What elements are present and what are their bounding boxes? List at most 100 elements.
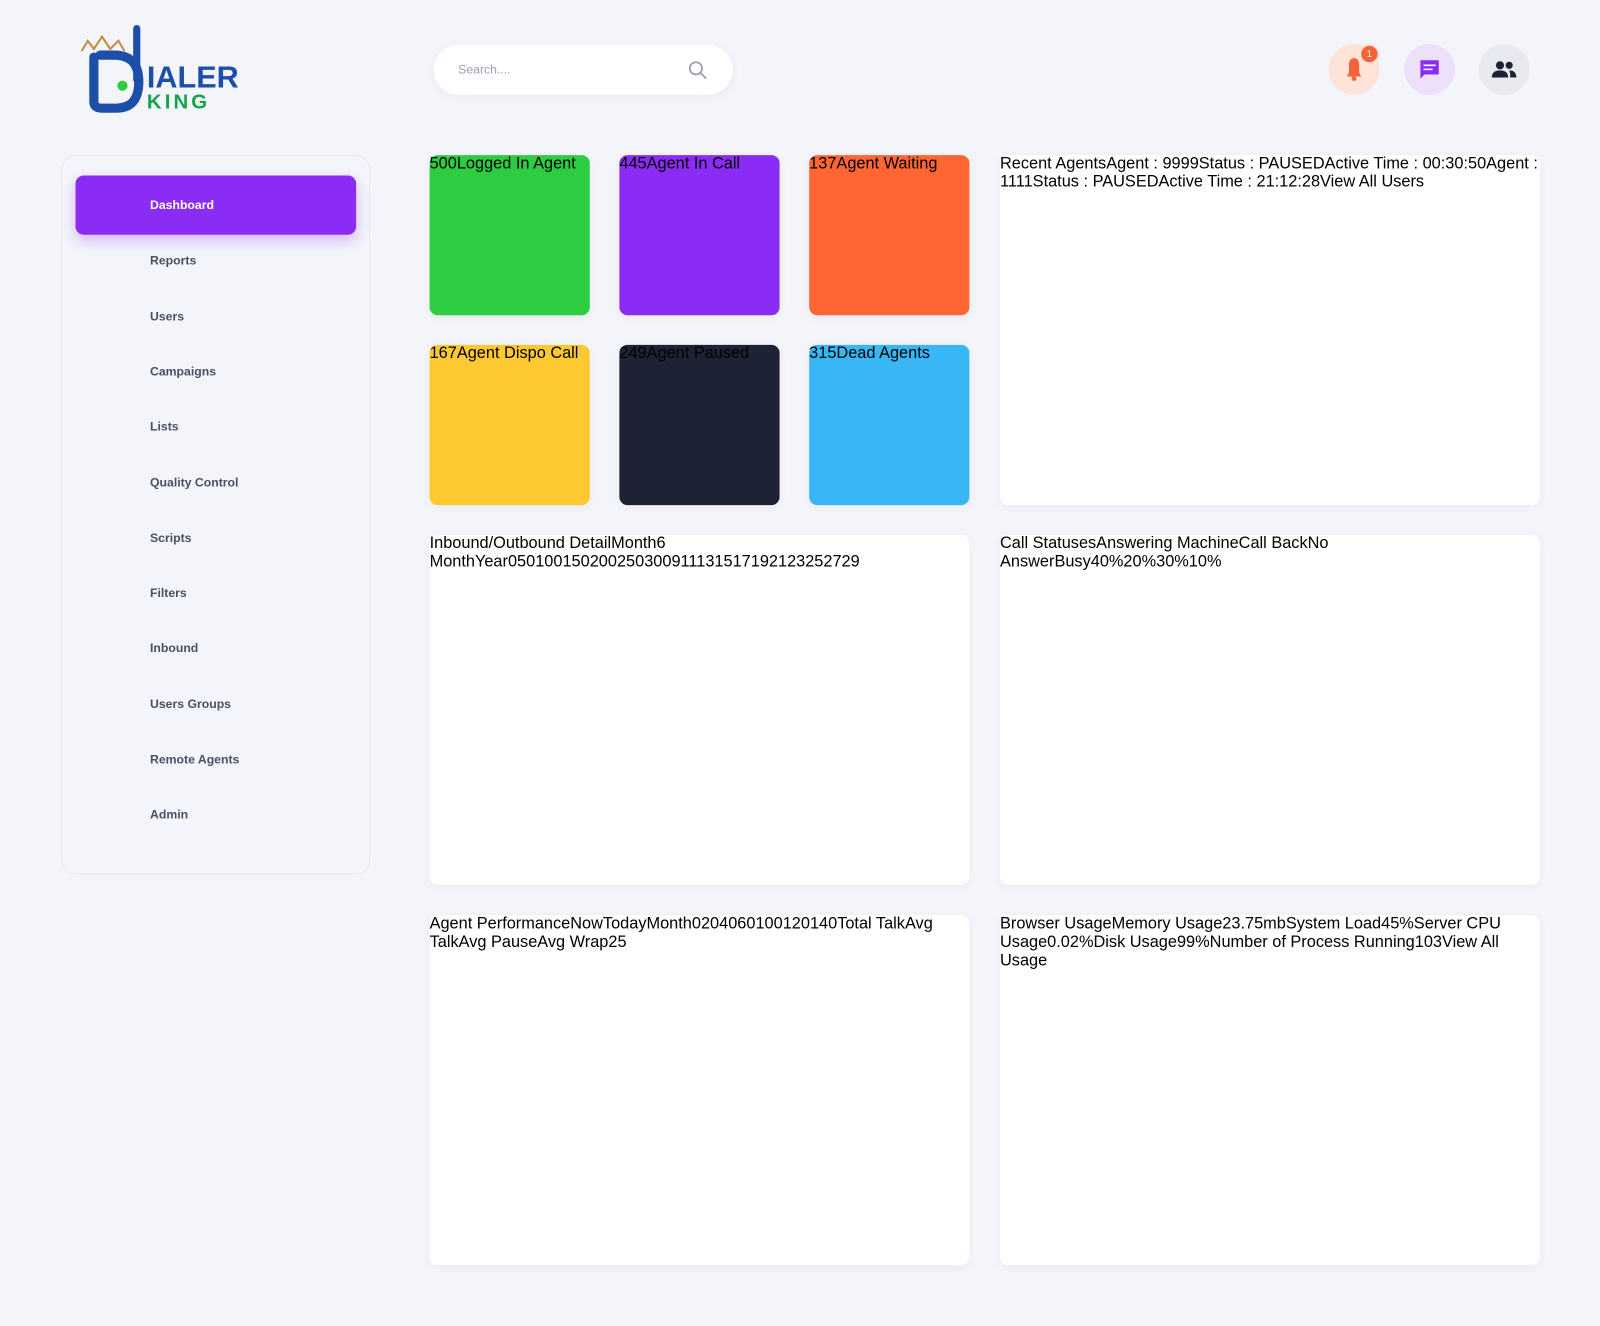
tab[interactable]: 6 Month	[429, 534, 666, 571]
inbound-card: Inbound/Outbound DetailMonth6 MonthYear0…	[429, 534, 970, 885]
usage-name: Disk Usage	[1093, 933, 1177, 952]
tab[interactable]: Now	[570, 915, 603, 933]
x-tick-label: 29	[841, 553, 860, 571]
menu-label: Admin	[149, 807, 189, 822]
category-label: Avg Wrap	[537, 933, 609, 952]
stat-value: 249	[619, 344, 647, 363]
menu-label: Users	[149, 308, 185, 324]
inbound-card-canvas: Inbound/Outbound DetailMonth6 MonthYear0…	[430, 535, 970, 572]
usage-name: Server CPU Usage	[999, 915, 1501, 952]
x-tick-label: 15	[714, 553, 733, 571]
card-title: Inbound/Outbound Detail	[429, 534, 612, 553]
stat-card-graphic: 167Agent Dispo Call	[430, 345, 579, 363]
usage-value: 99%	[1176, 933, 1210, 952]
menu-item[interactable]: Users	[76, 286, 357, 345]
value-label: 40%	[1090, 553, 1124, 571]
x-tick-label: 21	[768, 553, 788, 571]
legend-label: No Answer	[999, 534, 1329, 571]
stat-card-graphic: 315Dead Agents	[809, 345, 930, 363]
stat-card-graphic: 500Logged In Agent	[430, 155, 576, 173]
stat-card-graphic: 445Agent In Call	[619, 155, 740, 173]
stat-card: 500Logged In Agent	[429, 155, 590, 316]
stat-card: 249Agent Paused	[619, 344, 780, 506]
x-tick-label: 140	[809, 915, 838, 933]
menu-label: Dashboard	[149, 197, 214, 213]
stat-card: 137Agent Waiting	[809, 155, 970, 316]
users-button[interactable]	[1478, 43, 1530, 95]
logo-subtext: KING	[147, 91, 210, 113]
card-title: Recent Agents	[999, 155, 1107, 173]
usage-name: Memory Usage	[1111, 915, 1223, 933]
menu-item[interactable]: Lists	[76, 397, 357, 456]
stat-value: 137	[809, 155, 837, 173]
menu-label: Reports	[149, 253, 197, 268]
sidebar: Dashboard Reports Users Campaigns Lists Quali…	[61, 155, 371, 875]
browser-usage-card-canvas: Browser UsageMemory Usage23.75mbSystem L…	[1000, 915, 1540, 970]
stat-value: 167	[429, 344, 457, 363]
menu-item[interactable]: Campaigns	[76, 342, 357, 401]
call-statuses-card-canvas: Call StatusesAnswering MachineCall BackN…	[1000, 535, 1540, 572]
search-icon[interactable]	[687, 59, 709, 81]
tab[interactable]: Month	[646, 915, 692, 933]
recent-agents-card: Recent AgentsAgent : 9999Status : PAUSED…	[999, 155, 1540, 506]
x-tick-label: 60	[737, 915, 756, 933]
card-title: Call Statuses	[999, 534, 1097, 553]
logo-text: IALER	[147, 61, 239, 95]
x-tick-label: 17	[732, 553, 751, 571]
tab[interactable]: Year	[474, 553, 508, 571]
usage-value: 45%	[1381, 915, 1414, 933]
stat-card: 315Dead Agents	[809, 344, 970, 506]
stat-card: 445Agent In Call	[619, 155, 780, 316]
category-label: Avg Talk	[429, 915, 933, 952]
card-title: Browser Usage	[999, 915, 1112, 933]
stat-card-graphic: 249Agent Paused	[619, 345, 749, 363]
agent-status: Status : PAUSED	[1198, 155, 1325, 173]
usage-value: 103	[1414, 933, 1442, 952]
call-statuses-card: Call StatusesAnswering MachineCall BackN…	[999, 534, 1540, 885]
y-tick-label: 0	[507, 553, 518, 571]
menu-label: Campaigns	[149, 364, 217, 379]
menu-item[interactable]: Inbound	[76, 619, 357, 678]
menu-item[interactable]: Scripts	[76, 508, 357, 567]
menu-label: Quality Control	[149, 474, 239, 490]
agent-active-time: Active Time : 21:12:28	[1158, 173, 1321, 191]
stat-label: Dead Agents	[836, 344, 930, 363]
stat-value: 315	[809, 344, 837, 363]
x-tick-label: 20	[700, 915, 720, 933]
y-tick-label: 50	[517, 553, 536, 571]
menu-item[interactable]: Admin	[76, 785, 357, 844]
menu-label: Inbound	[149, 641, 199, 656]
value-label: 30%	[1156, 553, 1189, 571]
usage-value: 23.75mb	[1222, 915, 1286, 933]
x-tick-label: 0	[691, 915, 701, 933]
recent-agents-card-canvas: Recent AgentsAgent : 9999Status : PAUSED…	[1000, 155, 1540, 192]
usage-value: 0.02%	[1047, 933, 1094, 952]
agent-name: Agent : 1111	[999, 155, 1538, 191]
x-tick-label: 27	[823, 553, 842, 571]
notification-badge: 1	[1367, 49, 1372, 59]
category-label: Total Talk	[837, 915, 905, 933]
menu-item[interactable]: Dashboard	[75, 175, 357, 235]
menu-item[interactable]: Quality Control	[76, 453, 357, 512]
x-tick-label: 120	[782, 915, 810, 933]
menu-label: Scripts	[149, 530, 192, 545]
tab[interactable]: Month	[611, 534, 657, 553]
search-box[interactable]: Search....	[433, 44, 733, 95]
menu-item[interactable]: Remote Agents	[76, 730, 357, 789]
menu-item[interactable]: Filters	[76, 563, 357, 622]
stat-card-graphic: 137Agent Waiting	[809, 155, 937, 173]
menu-item[interactable]: Reports	[76, 231, 357, 290]
agent-performance-card-canvas: Agent PerformanceNowTodayMonth0204060100…	[430, 915, 970, 952]
stat-label: Agent In Call	[646, 155, 741, 173]
menu-item[interactable]: Users Groups	[76, 674, 357, 733]
stat-card: 167Agent Dispo Call	[429, 344, 590, 506]
stat-label: Agent Paused	[646, 344, 750, 363]
stat-label: Logged In Agent	[456, 155, 576, 173]
stat-value: 445	[619, 155, 647, 173]
agent-status: Status : PAUSED	[1032, 173, 1159, 191]
search-placeholder: Search....	[458, 62, 511, 77]
x-tick-label: 23	[787, 553, 806, 571]
tab[interactable]: Today	[602, 915, 647, 933]
usage-name: Number of Process Running	[1209, 933, 1415, 952]
legend-label: Call Back	[1238, 534, 1308, 553]
